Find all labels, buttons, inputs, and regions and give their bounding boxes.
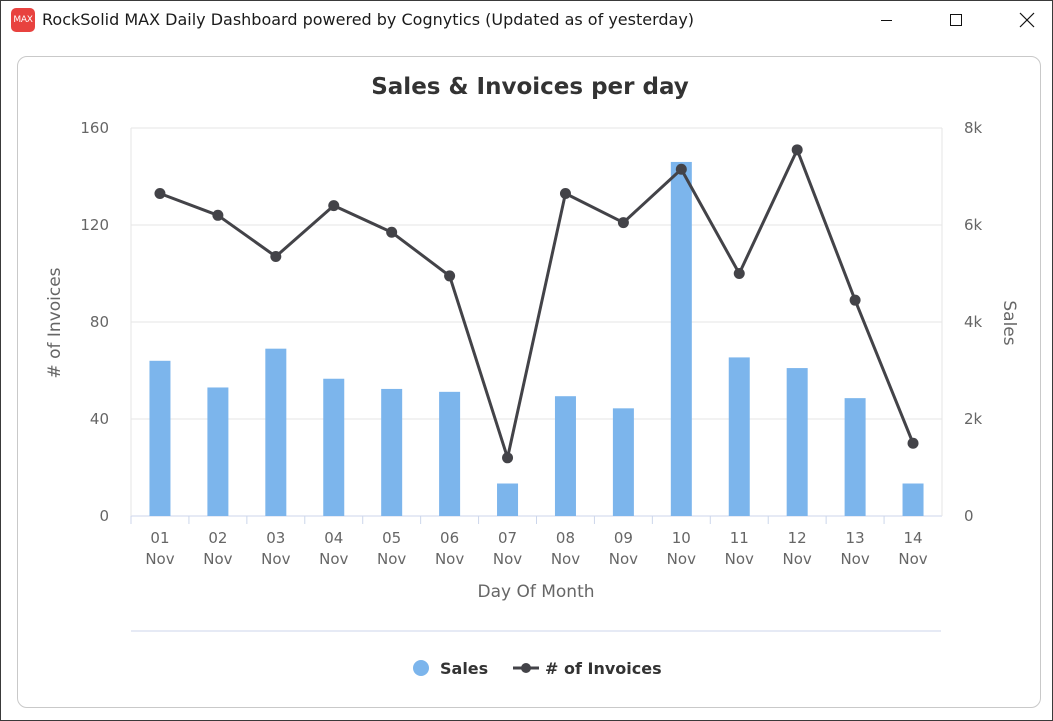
- app-logo-icon: MAX: [11, 8, 35, 32]
- invoices-point: [444, 270, 456, 282]
- invoices-point: [617, 217, 629, 229]
- left-y-tick-label: 160: [80, 119, 109, 137]
- x-tick-label: 09 Nov: [609, 529, 638, 568]
- maximize-button[interactable]: [933, 1, 979, 39]
- sales-bar: [381, 388, 403, 516]
- sales-bar: [902, 483, 924, 516]
- invoices-point: [559, 187, 571, 199]
- maximize-icon: [950, 14, 962, 26]
- legend-invoices-label: # of Invoices: [545, 659, 662, 678]
- invoices-point: [675, 163, 687, 175]
- right-y-axis-title: Sales: [999, 300, 1019, 345]
- title-bar[interactable]: MAX RockSolid MAX Daily Dashboard powere…: [1, 1, 1052, 39]
- x-tick-label: 12 Nov: [783, 529, 812, 568]
- x-tick-label: 06 Nov: [435, 529, 464, 568]
- right-y-tick-label: 0: [964, 507, 974, 525]
- x-tick-label: 03 Nov: [261, 529, 290, 568]
- invoices-point: [791, 144, 803, 156]
- right-y-tick-label: 2k: [964, 410, 983, 428]
- sales-bar: [265, 348, 287, 516]
- legend-invoices-marker: [521, 663, 531, 673]
- legend: Sales # of Invoices: [413, 659, 662, 678]
- x-tick-label: 01 Nov: [145, 529, 174, 568]
- invoices-point: [907, 437, 919, 449]
- sales-invoices-chart: Sales & Invoices per day 0 40 80 120 160 0 2k 4…: [45, 74, 1019, 678]
- right-y-tick-label: 8k: [964, 119, 983, 137]
- window-title: RockSolid MAX Daily Dashboard powered by…: [42, 10, 695, 29]
- invoices-point: [212, 209, 224, 221]
- x-tick-label: 08 Nov: [551, 529, 580, 568]
- left-y-tick-label: 80: [90, 313, 109, 331]
- minimize-icon: [880, 19, 892, 21]
- sales-bar: [786, 368, 808, 516]
- invoices-point: [386, 226, 398, 238]
- chart-title: Sales & Invoices per day: [371, 74, 689, 100]
- sales-bar: [612, 408, 634, 516]
- x-axis-title: Day Of Month: [477, 582, 594, 602]
- sales-bars: [149, 161, 924, 516]
- invoices-point: [733, 268, 745, 279]
- x-tick-label: 10 Nov: [667, 529, 696, 568]
- invoices-point: [270, 251, 282, 263]
- close-icon: [1019, 12, 1035, 28]
- axis-ticks: 0 40 80 120 160 0 2k 4k 6k 8k 01 Nov 02 Nov 03 Nov 04 Nov…: [80, 119, 982, 568]
- left-y-tick-label: 120: [80, 216, 109, 234]
- legend-item-invoices[interactable]: # of Invoices: [513, 659, 662, 678]
- sales-bar: [439, 391, 461, 516]
- sales-bar: [844, 398, 866, 516]
- invoices-line-series: [154, 144, 919, 464]
- legend-sales-label: Sales: [440, 659, 488, 678]
- sales-bar: [207, 387, 229, 516]
- legend-item-sales[interactable]: Sales: [413, 659, 488, 678]
- sales-bar: [149, 360, 171, 516]
- x-tick-label: 13 Nov: [840, 529, 869, 568]
- x-tick-label: 07 Nov: [493, 529, 522, 568]
- right-y-tick-label: 6k: [964, 216, 983, 234]
- invoices-point: [154, 187, 166, 199]
- sales-bar: [323, 378, 345, 516]
- right-y-tick-label: 4k: [964, 313, 983, 331]
- minimize-button[interactable]: [863, 1, 909, 39]
- invoices-line: [159, 148, 915, 460]
- left-y-tick-label: 0: [99, 507, 109, 525]
- x-tick-label: 05 Nov: [377, 529, 406, 568]
- invoices-point: [328, 200, 340, 212]
- x-tick-label: 04 Nov: [319, 529, 348, 568]
- sales-bar: [497, 483, 519, 516]
- sales-bar: [728, 357, 750, 516]
- invoices-point: [502, 452, 514, 464]
- chart-card: Sales & Invoices per day 0 40 80 120 160 0 2k 4…: [17, 56, 1041, 708]
- x-tick-label: 02 Nov: [203, 529, 232, 568]
- invoices-point: [849, 294, 861, 306]
- sales-bar: [554, 396, 576, 516]
- close-button[interactable]: [1004, 1, 1050, 39]
- left-y-axis-title: # of Invoices: [45, 267, 65, 378]
- x-tick-label: 11 Nov: [725, 529, 754, 568]
- x-tick-label: 14 Nov: [898, 529, 927, 568]
- sales-bar: [670, 161, 692, 516]
- legend-sales-marker: [413, 660, 429, 676]
- left-y-tick-label: 40: [90, 410, 109, 428]
